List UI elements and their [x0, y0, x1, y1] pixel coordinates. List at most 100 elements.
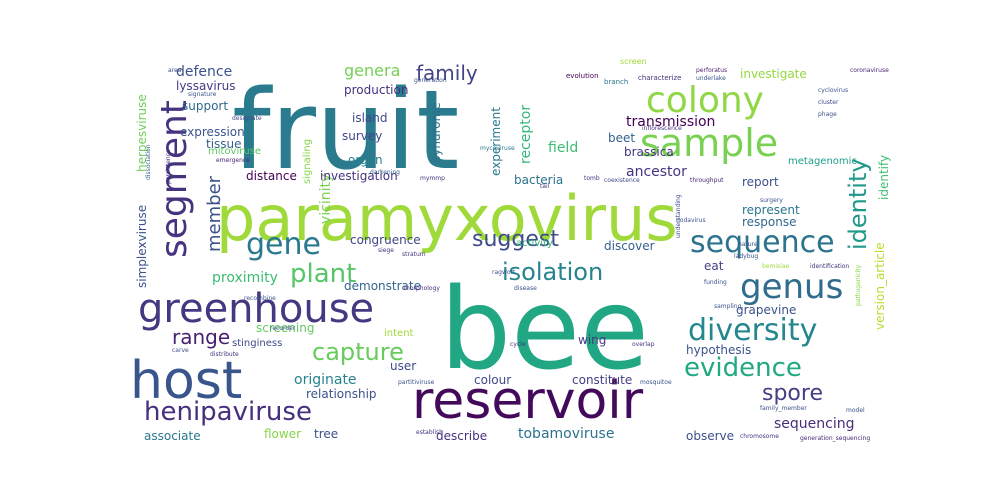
- word-mosquitoe: mosquitoe: [640, 379, 672, 386]
- word-underlake: underlake: [696, 75, 726, 82]
- word-reservoir: reservoir: [412, 371, 644, 431]
- word-nodavirus: nodavirus: [676, 217, 706, 224]
- word-stinginess: stinginess: [232, 338, 282, 349]
- word-genera: genera: [344, 61, 400, 80]
- word-tobamoviruse: tobamoviruse: [518, 426, 614, 442]
- word-sampling: sampling: [714, 303, 742, 310]
- word-colony: colony: [646, 80, 764, 121]
- word-sample: sample: [640, 121, 778, 165]
- word-beet: beet: [608, 131, 635, 145]
- word-partitiviruse: partitiviruse: [398, 379, 435, 386]
- word-perforatus: perforatus: [696, 67, 727, 74]
- word-tissue: tissue: [206, 137, 242, 151]
- word-ragwort: ragwort: [492, 269, 516, 276]
- word-generation-sequencing: generation_sequencing: [800, 435, 870, 442]
- word-investigate: investigate: [740, 67, 807, 81]
- word-field: field: [548, 140, 578, 156]
- word-investigation: investigation: [320, 169, 398, 183]
- word-gene: gene: [246, 227, 321, 262]
- word-surgery: surgery: [760, 197, 783, 204]
- word-screening: screening: [256, 321, 314, 335]
- word-dissociation: dissociation: [145, 144, 152, 180]
- word-mymmp: mymmp: [420, 175, 445, 182]
- word-cluster: cluster: [818, 99, 839, 106]
- word-darkening: darkening: [370, 169, 400, 176]
- word-diversity: diversity: [688, 313, 817, 348]
- word-branch: branch: [604, 78, 628, 86]
- word-metagenomic: metagenomic: [788, 156, 857, 167]
- word-ancestor: ancestor: [626, 164, 687, 180]
- word-model: model: [846, 407, 865, 414]
- word-describe: describe: [436, 429, 487, 443]
- word-cyclovirus: cyclovirus: [818, 87, 848, 94]
- word-tomb: tomb: [584, 175, 600, 182]
- word-recorder: recorder: [270, 325, 296, 332]
- word-represent: represent: [742, 203, 800, 217]
- word-response: response: [742, 215, 797, 229]
- word-greenhouse: greenhouse: [138, 286, 374, 332]
- word-fruit: fruit: [232, 66, 459, 194]
- word-colour: colour: [474, 373, 511, 387]
- word-tree: tree: [314, 427, 338, 441]
- word-relationship: relationship: [306, 387, 377, 401]
- word-lyssavirus: lyssavirus: [176, 79, 236, 93]
- word-brassica: brassica: [624, 145, 674, 159]
- word-screen: screen: [620, 57, 647, 66]
- word-evolution: evolution: [566, 72, 599, 80]
- word-signaling: signaling: [302, 139, 313, 184]
- word-survey: survey: [342, 129, 382, 143]
- word-congruence: congruence: [350, 233, 421, 247]
- word-emergence: emergence: [216, 157, 250, 164]
- word-simplexviruse: simplexviruse: [135, 205, 149, 288]
- word-experiment: experiment: [489, 107, 503, 176]
- word-bemisiae: bemisiae: [762, 263, 789, 270]
- word-understanding: understanding: [675, 194, 682, 238]
- word-flower: flower: [264, 427, 301, 441]
- word-carve: carve: [172, 347, 189, 354]
- word-cloud-words: fruit bee paramyxovirus reservoir host greenh…: [130, 57, 891, 443]
- word-host: host: [130, 351, 242, 411]
- word-ladybug: ladybug: [734, 253, 758, 260]
- word-mycoviruse: mycoviruse: [480, 145, 515, 152]
- word-distribute: distribute: [210, 351, 239, 358]
- word-production: production: [344, 83, 408, 97]
- word-spore: spore: [762, 381, 823, 406]
- word-vicinity: vicinity: [318, 174, 334, 224]
- word-designate: designate: [232, 115, 262, 122]
- word-signature: signature: [188, 91, 217, 98]
- word-genus: genus: [740, 267, 843, 307]
- word-chromosome: chromosome: [740, 433, 779, 440]
- word-family: family: [416, 61, 478, 85]
- word-constitute: constitute: [572, 373, 632, 387]
- word-wing: wing: [578, 333, 606, 347]
- word-discover: discover: [604, 239, 655, 253]
- word-area: area: [168, 67, 182, 74]
- word-paramyxovirus: paramyxovirus: [216, 182, 678, 255]
- word-distance: distance: [246, 169, 297, 183]
- word-user: user: [390, 359, 416, 373]
- word-suggest: suggest: [472, 227, 559, 252]
- word-pathogenicity: pathogenicity: [855, 264, 862, 306]
- word-nature: nature: [738, 241, 758, 248]
- word-inflorescence: inflorescence: [642, 125, 682, 132]
- word-activity: activity: [516, 238, 553, 249]
- word-funding: funding: [704, 279, 727, 286]
- word-segment: segment: [154, 100, 195, 258]
- word-grapevine: grapevine: [736, 303, 796, 317]
- word-identify: identify: [877, 155, 891, 200]
- word-tail: tail: [540, 183, 550, 190]
- word-stratum: stratum: [402, 251, 426, 258]
- word-phage: phage: [818, 111, 837, 118]
- word-island: island: [352, 111, 388, 125]
- word-sequencing: sequencing: [774, 416, 855, 432]
- word-bacteria: bacteria: [514, 173, 563, 187]
- word-expression: expression: [180, 125, 245, 139]
- word-herpesviruse: herpesviruse: [135, 94, 149, 172]
- word-disease: disease: [514, 285, 537, 292]
- word-hypothesis: hypothesis: [686, 343, 751, 357]
- word-morphology: morphology: [404, 285, 440, 292]
- word-characterize: characterize: [638, 74, 681, 82]
- word-proximity: proximity: [212, 270, 278, 286]
- word-isolation: isolation: [502, 258, 603, 286]
